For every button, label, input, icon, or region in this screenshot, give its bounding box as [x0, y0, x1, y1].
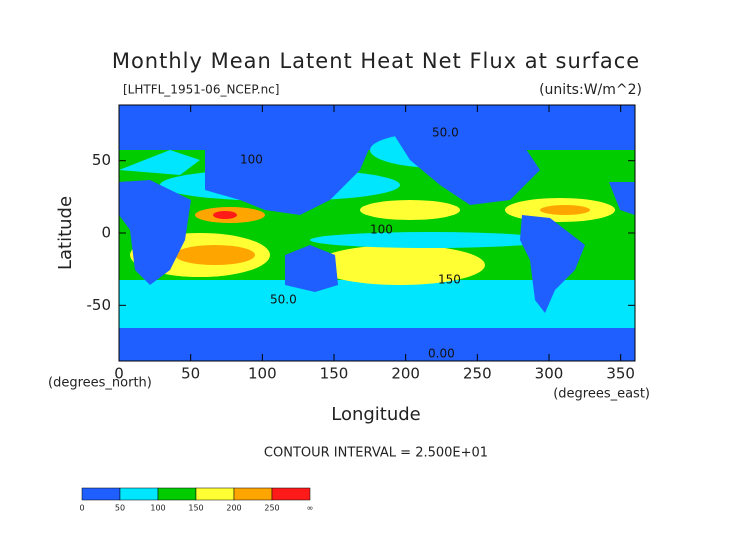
contour-label: 50.0 [270, 293, 297, 307]
y-unit: (degrees_north) [48, 376, 152, 391]
contour-label: 150 [438, 273, 461, 287]
x-tick-label: 200 [391, 365, 420, 383]
x-tick-label: 350 [606, 365, 635, 383]
colorbar-label: 50 [115, 504, 125, 513]
subtitle: [LHTFL_1951-06_NCEP.nc] [123, 83, 279, 97]
colorbar-swatch [233, 487, 273, 501]
contour-label: 100 [240, 153, 263, 167]
field [119, 105, 635, 361]
contour-label: 0.00 [428, 347, 455, 361]
x-axis-label: Longitude [331, 404, 421, 425]
y-tick-label: -50 [87, 296, 112, 314]
x-unit: (degrees_east) [553, 387, 650, 402]
contour-label: 100 [370, 223, 393, 237]
colorbar-label: 150 [188, 504, 203, 513]
x-tick-label: 50 [181, 365, 200, 383]
colorbar-label: 200 [226, 504, 241, 513]
colorbar-swatch [195, 487, 235, 501]
colorbar-swatch [157, 487, 197, 501]
x-tick-label: 0 [114, 365, 124, 383]
y-tick-label: 0 [101, 224, 111, 242]
x-tick-label: 100 [248, 365, 277, 383]
x-tick-label: 150 [320, 365, 349, 383]
x-tick-label: 250 [463, 365, 492, 383]
chart-title: Monthly Mean Latent Heat Net Flux at sur… [112, 49, 640, 73]
colorbar-label: ∞ [307, 504, 314, 513]
units: (units:W/m^2) [539, 82, 642, 98]
y-tick-label: 50 [92, 151, 111, 169]
colorbar-swatch [271, 487, 311, 501]
colorbar-label: 0 [79, 504, 84, 513]
colorbar-label: 250 [264, 504, 279, 513]
colorbar-swatch [119, 487, 159, 501]
contour-label: 50.0 [432, 126, 459, 140]
colorbar-label: 100 [150, 504, 165, 513]
y-axis-label: Latitude [55, 196, 76, 270]
x-tick-label: 300 [535, 365, 564, 383]
colorbar-swatch [81, 487, 121, 501]
contour-note: CONTOUR INTERVAL = 2.500E+01 [264, 446, 488, 461]
